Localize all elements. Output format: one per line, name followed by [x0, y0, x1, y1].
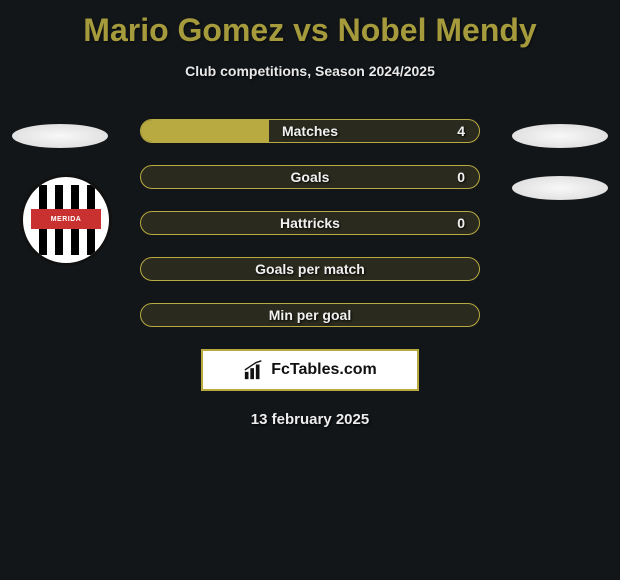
player2-club-placeholder	[512, 176, 608, 200]
crest-band: MERIDA	[31, 209, 101, 229]
stat-row-min-per-goal: Min per goal	[140, 303, 480, 327]
stat-value-right: 0	[457, 215, 465, 231]
fctables-logo[interactable]: FcTables.com	[201, 349, 419, 391]
stat-label: Min per goal	[269, 307, 351, 323]
logo-text: FcTables.com	[271, 361, 377, 379]
date-label: 13 february 2025	[0, 411, 620, 428]
subtitle: Club competitions, Season 2024/2025	[0, 63, 620, 79]
bar-chart-icon	[243, 359, 265, 381]
stat-label: Goals	[291, 169, 330, 185]
stat-label: Hattricks	[280, 215, 340, 231]
player1-club-crest: MERIDA	[20, 174, 112, 266]
stat-row-goals-per-match: Goals per match	[140, 257, 480, 281]
comparison-title: Mario Gomez vs Nobel Mendy	[0, 0, 620, 49]
crest-text: MERIDA	[51, 216, 82, 223]
stat-row-goals: Goals 0	[140, 165, 480, 189]
player1-avatar-placeholder	[12, 124, 108, 148]
stat-label: Matches	[282, 123, 338, 139]
stat-value-right: 0	[457, 169, 465, 185]
stat-label: Goals per match	[255, 261, 365, 277]
crest-stripes: MERIDA	[31, 185, 101, 255]
player2-avatar-placeholder	[512, 124, 608, 148]
stat-row-hattricks: Hattricks 0	[140, 211, 480, 235]
stat-value-right: 4	[457, 123, 465, 139]
stat-row-matches: Matches 4	[140, 119, 480, 143]
